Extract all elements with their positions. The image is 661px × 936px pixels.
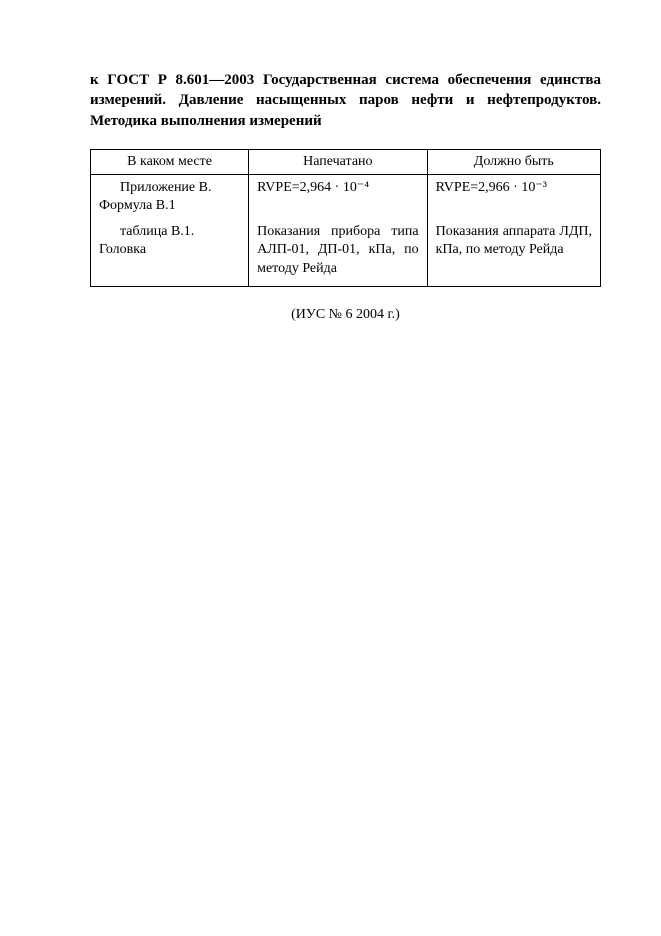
document-title: к ГОСТ Р 8.601—2003 Государственная сист… [90,70,601,131]
table-row: Приложение В. Формула В.1 RVPE=2,964 · 1… [91,174,601,219]
errata-table: В каком месте Напечатано Должно быть При… [90,149,601,287]
cell-shouldbe: RVPE=2,966 · 10⁻³ [427,174,600,219]
header-printed: Напечатано [249,149,428,174]
header-shouldbe: Должно быть [427,149,600,174]
ius-note: (ИУС № 6 2004 г.) [90,307,601,323]
cell-location: таблица В.1. Головка [91,219,249,286]
cell-printed: RVPE=2,964 · 10⁻⁴ [249,174,428,219]
cell-location: Приложение В. Формула В.1 [91,174,249,219]
cell-shouldbe: Показания аппарата ЛДП, кПа, по методу Р… [427,219,600,286]
table-row: таблица В.1. Головка Показания прибора т… [91,219,601,286]
cell-printed: Показания прибора типа АЛП-01, ДП-01, кП… [249,219,428,286]
page: к ГОСТ Р 8.601—2003 Государственная сист… [0,0,661,936]
header-location: В каком месте [91,149,249,174]
table-header-row: В каком месте Напечатано Должно быть [91,149,601,174]
